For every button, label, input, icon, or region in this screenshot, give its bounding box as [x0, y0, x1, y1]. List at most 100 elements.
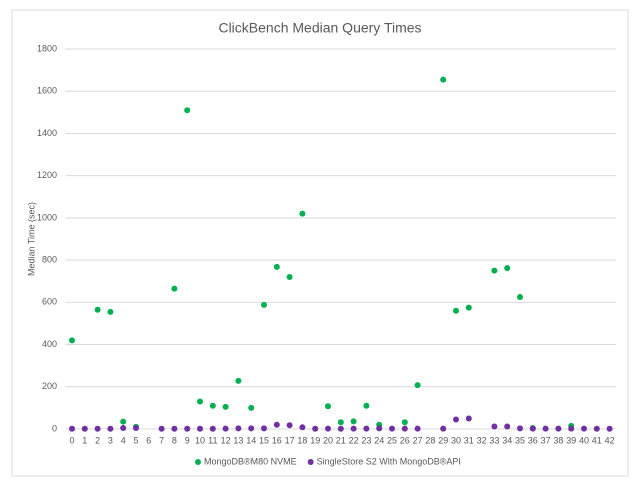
data-point — [184, 425, 191, 432]
x-tick-label: 36 — [528, 435, 538, 445]
x-tick-label: 15 — [259, 435, 269, 445]
data-point — [81, 425, 88, 432]
x-tick-label: 17 — [285, 435, 295, 445]
x-tick-label: 6 — [146, 435, 151, 445]
data-point — [120, 424, 127, 431]
data-point — [299, 424, 306, 431]
y-tick-label: 1200 — [37, 170, 57, 180]
x-tick-label: 5 — [133, 435, 138, 445]
data-point — [107, 425, 114, 432]
x-tick-label: 42 — [605, 435, 615, 445]
x-tick-label: 31 — [464, 435, 474, 445]
x-tick-label: 41 — [592, 435, 602, 445]
data-point — [248, 425, 255, 432]
data-point — [453, 416, 459, 423]
data-point — [286, 422, 293, 429]
y-tick-label: 1800 — [37, 43, 57, 53]
x-tick-label: 13 — [233, 435, 243, 445]
x-tick-label: 38 — [553, 435, 563, 445]
data-point — [542, 425, 549, 432]
data-point — [171, 425, 178, 432]
x-tick-label: 32 — [477, 435, 487, 445]
x-tick-label: 25 — [387, 435, 397, 445]
data-point — [158, 425, 165, 432]
x-tick-label: 28 — [425, 435, 435, 445]
data-point — [363, 425, 370, 432]
x-tick-label: 12 — [221, 435, 231, 445]
data-point — [363, 402, 370, 409]
x-tick-label: 39 — [566, 435, 576, 445]
data-point — [325, 403, 331, 410]
data-point — [261, 301, 267, 308]
x-tick-label: 37 — [541, 435, 551, 445]
x-tick-label: 26 — [400, 435, 410, 445]
x-tick-label: 8 — [172, 435, 177, 445]
data-point — [171, 285, 178, 292]
x-tick-label: 29 — [438, 435, 448, 445]
y-tick-label: 1000 — [37, 212, 57, 222]
x-tick-label: 23 — [361, 435, 371, 445]
data-point — [555, 425, 562, 432]
data-point — [414, 382, 421, 389]
x-tick-label: 27 — [413, 435, 423, 445]
x-tick-label: 11 — [208, 435, 217, 445]
legend-label: SingleStore S2 With MongoDB®API — [317, 456, 461, 466]
data-point — [504, 265, 511, 272]
data-point — [120, 418, 127, 425]
data-point — [401, 425, 408, 432]
x-tick-label: 20 — [323, 435, 333, 445]
y-tick-label: 800 — [42, 254, 57, 264]
data-point — [440, 425, 447, 432]
x-tick-label: 33 — [489, 435, 499, 445]
data-point — [465, 304, 472, 311]
chart-title: ClickBench Median Query Times — [218, 20, 421, 36]
data-point — [440, 76, 447, 83]
data-point — [69, 337, 75, 344]
x-tick-label: 3 — [108, 435, 113, 445]
x-tick-label: 30 — [451, 435, 461, 445]
y-axis-label: Median Time (sec) — [26, 202, 36, 276]
data-point — [197, 425, 203, 432]
data-point — [581, 425, 587, 432]
data-point — [401, 419, 408, 426]
data-point — [337, 425, 344, 432]
x-tick-label: 40 — [579, 435, 589, 445]
x-tick-label: 19 — [310, 435, 320, 445]
data-point — [504, 423, 511, 430]
x-tick-label: 10 — [195, 435, 205, 445]
x-tick-label: 2 — [95, 435, 100, 445]
data-point — [273, 421, 280, 428]
legend-label: MongoDB®M80 NVME — [204, 456, 297, 466]
x-tick-label: 1 — [82, 435, 87, 445]
data-point — [376, 425, 383, 432]
data-point — [389, 425, 395, 432]
x-tick-label: 16 — [272, 435, 282, 445]
data-point — [337, 419, 344, 426]
x-tick-label: 21 — [336, 435, 346, 445]
data-point — [248, 404, 255, 411]
y-tick-label: 1600 — [37, 86, 57, 96]
data-point — [209, 425, 216, 432]
data-point — [197, 398, 203, 405]
y-tick-label: 1400 — [37, 128, 57, 138]
data-point — [222, 425, 229, 432]
x-tick-label: 18 — [297, 435, 307, 445]
data-point — [312, 425, 319, 432]
data-point — [273, 263, 280, 270]
data-point — [299, 210, 306, 217]
data-point — [350, 425, 357, 432]
x-tick-label: 9 — [185, 435, 190, 445]
data-point — [453, 307, 459, 314]
data-point — [235, 425, 242, 432]
chart-border — [11, 9, 629, 477]
y-tick-label: 200 — [42, 381, 57, 391]
data-point — [222, 403, 229, 410]
data-point — [517, 425, 523, 432]
data-point — [606, 425, 613, 432]
data-point — [491, 267, 498, 274]
data-point — [133, 424, 139, 431]
legend-marker — [307, 459, 314, 465]
x-tick-label: 24 — [374, 435, 384, 445]
x-tick-label: 7 — [159, 435, 164, 445]
